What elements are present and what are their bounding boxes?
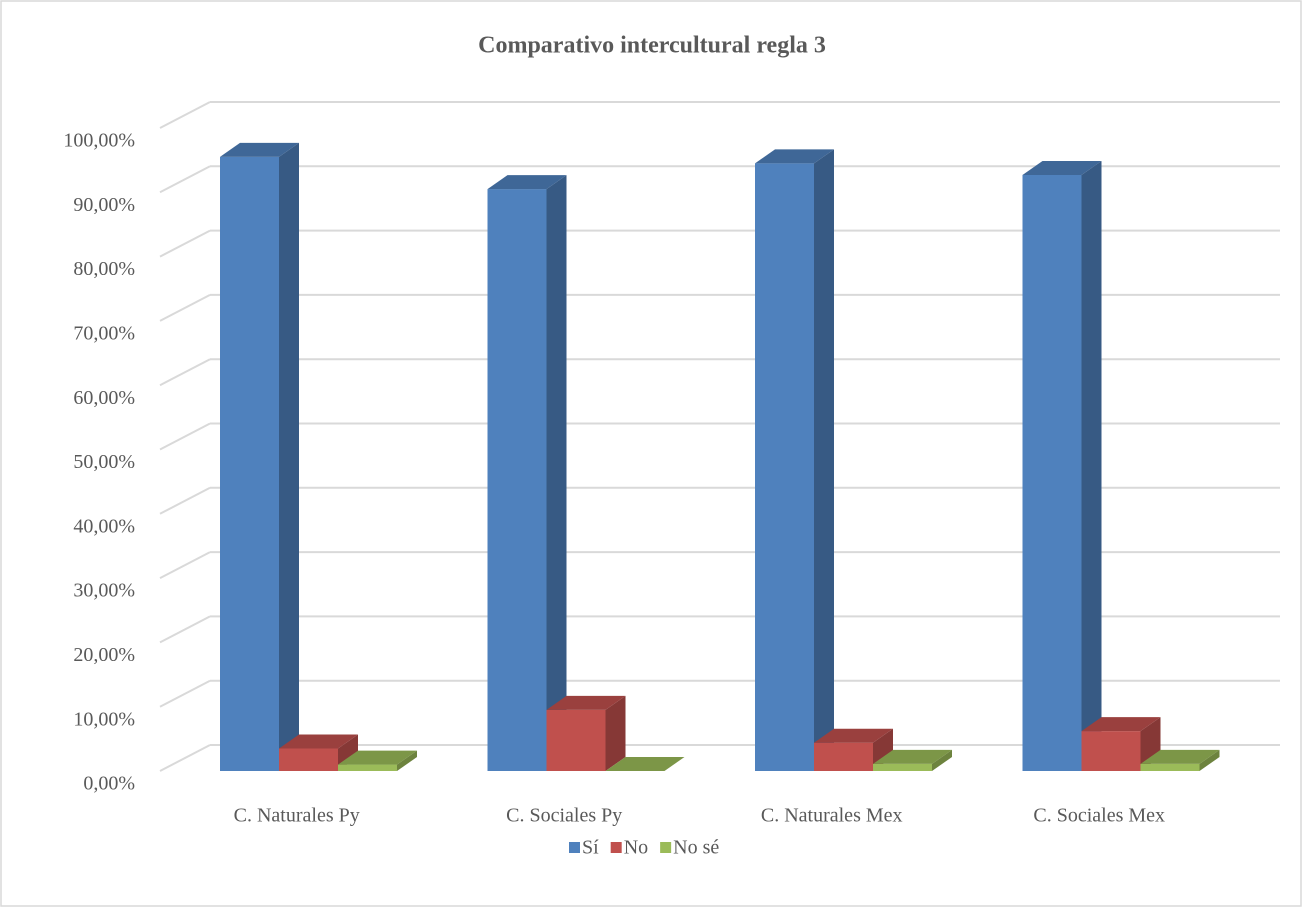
bar-front xyxy=(1022,174,1082,772)
bar-top xyxy=(1081,717,1161,732)
bar-side xyxy=(279,142,299,771)
bar xyxy=(1140,749,1220,771)
legend-swatch xyxy=(660,842,672,853)
y-tick-label: 10,00% xyxy=(73,708,135,730)
grid-line-side xyxy=(159,744,211,772)
x-tick-label: C. Sociales Mex xyxy=(1033,805,1165,827)
bar-top xyxy=(605,757,685,771)
grid-line-side xyxy=(159,551,211,579)
legend-swatch xyxy=(569,842,580,853)
grid-line-side xyxy=(159,486,211,515)
legend-label: Sí xyxy=(582,837,599,859)
grid-line-side xyxy=(159,679,211,708)
bar-front xyxy=(487,189,547,771)
bar-side xyxy=(546,175,567,771)
bar-side xyxy=(397,750,417,771)
bar-top xyxy=(220,142,299,157)
grid-line-side xyxy=(159,229,211,258)
bar-top xyxy=(1140,749,1220,764)
bar-top xyxy=(814,728,893,743)
bar-side xyxy=(932,749,952,771)
bar-front xyxy=(755,163,814,772)
y-tick-label: 100,00% xyxy=(63,130,135,152)
grid-line-side xyxy=(159,101,211,129)
bar xyxy=(487,175,567,771)
bar-front xyxy=(279,748,338,771)
bar-top xyxy=(338,750,417,765)
bar xyxy=(755,149,834,772)
bar-front xyxy=(1081,731,1141,771)
chart-title: Comparativo intercultural regla 3 xyxy=(478,33,826,59)
bar-top xyxy=(279,734,358,749)
bar-front xyxy=(1140,763,1200,771)
bar xyxy=(338,750,417,771)
grid-line-side xyxy=(159,165,211,194)
bar xyxy=(220,142,299,771)
x-tick-label: C. Naturales Py xyxy=(234,805,360,827)
y-tick-label: 80,00% xyxy=(73,258,135,280)
bar-side xyxy=(1081,160,1102,772)
y-tick-label: 0,00% xyxy=(83,773,135,795)
bar-front xyxy=(873,763,932,771)
bar-front xyxy=(338,764,397,771)
y-tick-label: 40,00% xyxy=(73,515,135,537)
legend-label: No xyxy=(624,837,648,859)
bar xyxy=(873,749,952,771)
grid-line-side xyxy=(159,294,211,322)
bar xyxy=(546,695,626,771)
bar-side xyxy=(1199,749,1220,771)
y-tick-label: 50,00% xyxy=(73,451,135,473)
bar-top xyxy=(1022,160,1102,175)
bar xyxy=(605,757,685,771)
y-tick-label: 70,00% xyxy=(73,322,135,344)
x-tick-label: C. Naturales Mex xyxy=(761,805,903,827)
y-tick-label: 60,00% xyxy=(73,387,135,409)
bar-top xyxy=(755,149,834,164)
y-tick-label: 20,00% xyxy=(73,644,135,666)
grid-line-side xyxy=(159,615,211,644)
bar-side xyxy=(605,695,626,771)
y-tick-label: 90,00% xyxy=(73,194,135,216)
bar-front xyxy=(220,156,279,771)
bar-front xyxy=(814,742,873,771)
legend-label: No sé xyxy=(673,837,719,859)
grid-line-side xyxy=(159,422,211,451)
y-tick-label: 30,00% xyxy=(73,580,135,602)
bar-front xyxy=(546,709,606,771)
legend-swatch xyxy=(610,842,622,853)
bar-top xyxy=(487,175,567,190)
bar-top xyxy=(873,749,952,764)
grid-line-side xyxy=(159,358,211,387)
bar-side xyxy=(814,149,834,772)
bar-top xyxy=(546,695,626,710)
bar xyxy=(1022,160,1102,772)
x-tick-label: C. Sociales Py xyxy=(506,805,622,827)
